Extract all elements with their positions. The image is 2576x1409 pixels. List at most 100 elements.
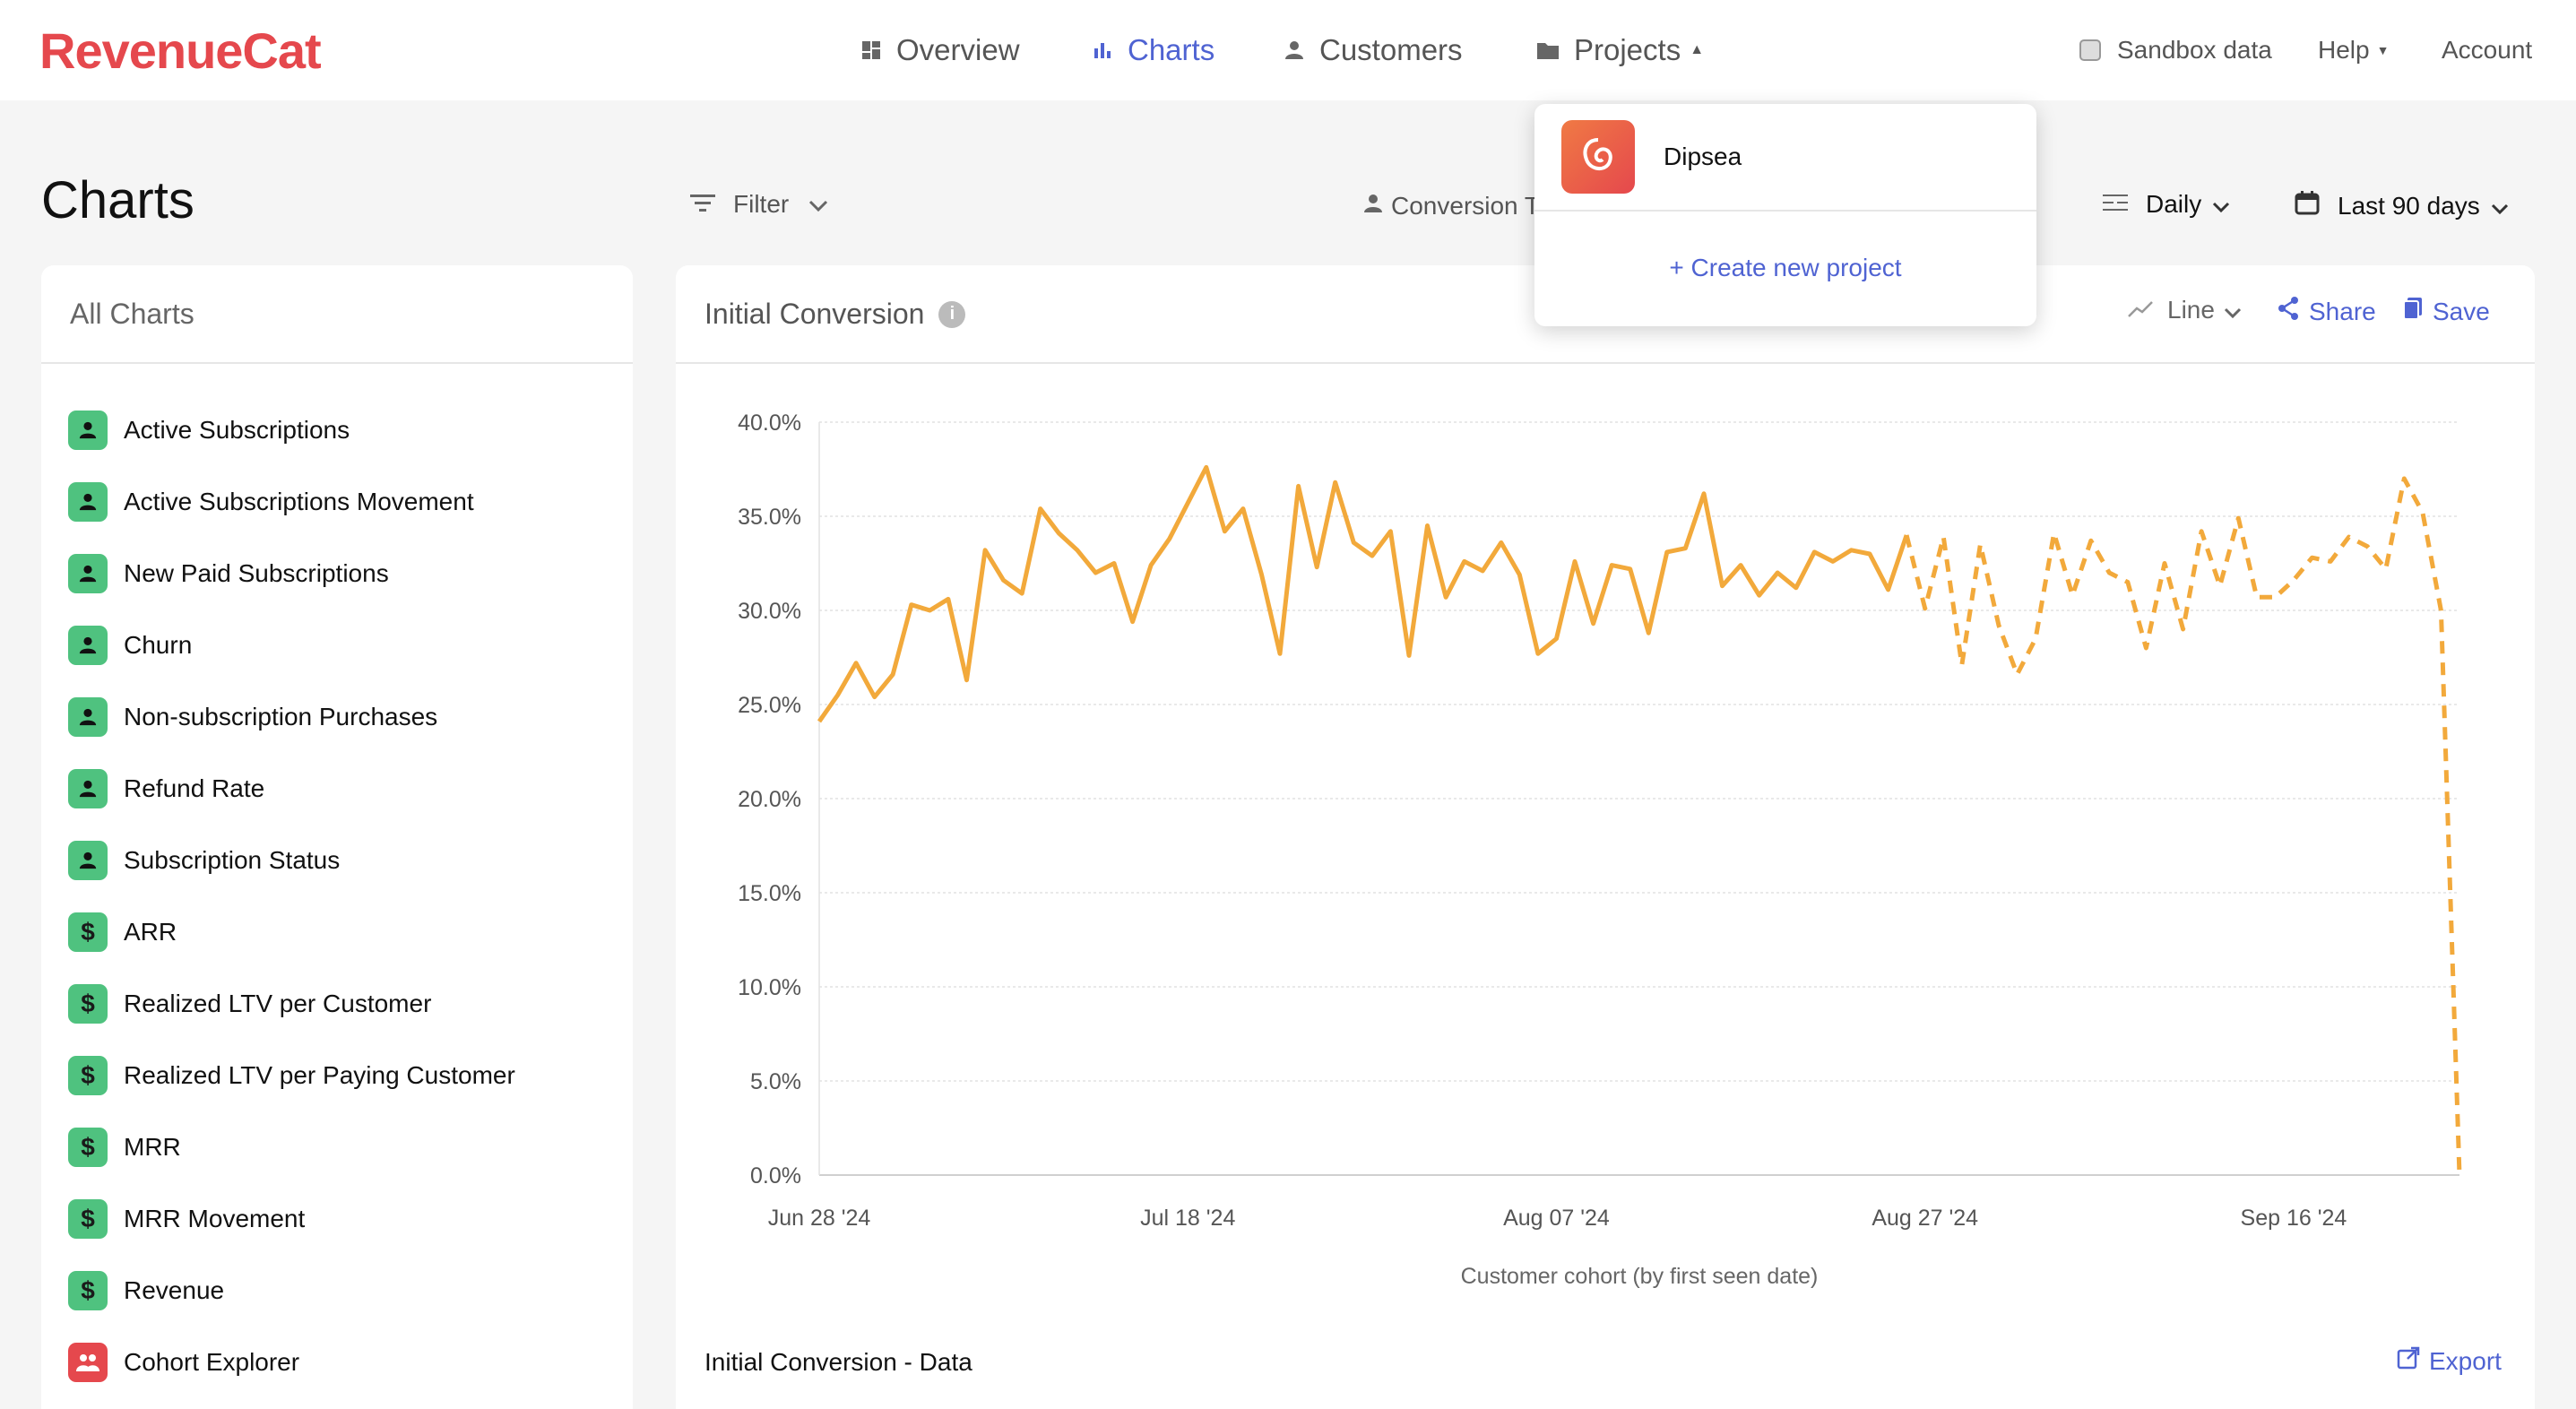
sidebar-item-label: Revenue: [124, 1276, 225, 1304]
share-label: Share: [2309, 297, 2376, 325]
export-button[interactable]: Export: [2397, 1346, 2502, 1376]
save-icon: [2402, 296, 2424, 327]
calendar-icon: [2295, 190, 2320, 221]
project-name: Dipsea: [1664, 143, 1742, 170]
person-icon: [68, 554, 108, 593]
person-icon: [1284, 39, 1305, 61]
help-menu[interactable]: Help ▼: [2318, 0, 2389, 100]
x-tick-label: Aug 27 '24: [1871, 1206, 1978, 1231]
x-axis-label: Customer cohort (by first seen date): [1461, 1264, 1819, 1289]
sidebar-item-label: MRR Movement: [124, 1205, 306, 1232]
person-icon: [68, 841, 108, 880]
person-icon: [68, 769, 108, 808]
nav-overview-label: Overview: [896, 33, 1020, 66]
nav-projects-label: Projects: [1574, 33, 1681, 66]
dollar-icon: $: [68, 912, 108, 952]
account-label: Account: [2442, 36, 2533, 64]
y-tick-label: 0.0%: [750, 1163, 801, 1189]
sidebar-item-subscription-status[interactable]: Subscription Status: [68, 841, 340, 880]
share-button[interactable]: Share: [2277, 296, 2376, 327]
dollar-icon: $: [68, 1199, 108, 1239]
chevron-down-icon: ▼: [2376, 43, 2390, 57]
share-icon: [2277, 296, 2300, 327]
date-range-select[interactable]: Last 90 days: [2295, 190, 2509, 221]
sandbox-checkbox[interactable]: [2079, 39, 2101, 61]
chart-type-select[interactable]: Line: [2128, 296, 2242, 324]
dollar-icon: $: [68, 1271, 108, 1310]
sandbox-toggle[interactable]: Sandbox data: [2079, 0, 2272, 100]
sidebar-item-revenue[interactable]: $ Revenue: [68, 1271, 224, 1310]
conversion-timeframe-button[interactable]: Conversion T: [1362, 192, 1540, 220]
sidebar-item-refund-rate[interactable]: Refund Rate: [68, 769, 264, 808]
y-tick-label: 20.0%: [738, 787, 801, 812]
x-tick-label: Sep 16 '24: [2241, 1206, 2347, 1231]
sidebar-item-label: Realized LTV per Paying Customer: [124, 1061, 515, 1089]
chart-type-label: Line: [2167, 296, 2215, 324]
sidebar-item-churn[interactable]: Churn: [68, 626, 192, 665]
dollar-icon: $: [68, 1128, 108, 1167]
sidebar-item-label: Refund Rate: [124, 774, 265, 802]
nav-customers[interactable]: Customers: [1284, 0, 1463, 100]
chart-card: Initial Conversion i Line Share Save 0.0…: [676, 265, 2535, 1409]
chart-title: Initial Conversion i: [705, 298, 966, 331]
caret-up-icon: ▲: [1690, 42, 1705, 57]
line-chart-icon: [2128, 296, 2153, 324]
chart-header: Initial Conversion i Line Share Save: [676, 265, 2535, 364]
sidebar-item-arr[interactable]: $ ARR: [68, 912, 177, 952]
external-link-icon: [2397, 1346, 2420, 1376]
person-icon: [68, 482, 108, 522]
filter-label: Filter: [733, 190, 790, 218]
export-label: Export: [2429, 1346, 2502, 1375]
sidebar-item-realized-ltv-per-customer[interactable]: $ Realized LTV per Customer: [68, 984, 431, 1024]
top-navbar: RevenueCat Overview Charts Customers Pro…: [0, 0, 2576, 100]
account-menu[interactable]: Account: [2442, 0, 2532, 100]
date-range-label: Last 90 days: [2338, 191, 2480, 220]
revenuecat-logo[interactable]: RevenueCat: [39, 22, 322, 79]
person-icon: [68, 411, 108, 450]
y-tick-label: 15.0%: [738, 881, 801, 906]
sidebar-item-realized-ltv-per-paying-customer[interactable]: $ Realized LTV per Paying Customer: [68, 1056, 515, 1095]
nav-charts-label: Charts: [1128, 33, 1215, 66]
bar-chart-icon: [1092, 39, 1113, 61]
all-charts-heading: All Charts: [41, 265, 633, 364]
sidebar-item-active-subscriptions-movement[interactable]: Active Subscriptions Movement: [68, 482, 474, 522]
grid-icon: [860, 39, 882, 61]
person-icon: [68, 626, 108, 665]
chart-list-panel: All Charts Active Subscriptions Active Su…: [41, 265, 633, 1409]
y-tick-label: 30.0%: [738, 599, 801, 624]
sidebar-item-label: Churn: [124, 631, 193, 659]
project-item-dipsea[interactable]: Dipsea: [1534, 104, 2036, 212]
y-tick-label: 5.0%: [750, 1069, 801, 1094]
person-icon: [1362, 192, 1384, 220]
filter-button[interactable]: Filter: [690, 190, 828, 219]
sidebar-item-mrr-movement[interactable]: $ MRR Movement: [68, 1199, 305, 1239]
resolution-label: Daily: [2146, 190, 2202, 218]
nav-charts[interactable]: Charts: [1092, 0, 1215, 100]
dollar-icon: $: [68, 1056, 108, 1095]
sidebar-item-new-paid-subscriptions[interactable]: New Paid Subscriptions: [68, 554, 389, 593]
series-line-incomplete: [1904, 476, 2462, 1176]
sidebar-item-label: Cohort Explorer: [124, 1348, 300, 1376]
filter-icon: [690, 190, 715, 219]
data-section-title: Initial Conversion - Data: [705, 1348, 972, 1376]
x-tick-label: Aug 07 '24: [1503, 1206, 1610, 1231]
x-tick-label: Jun 28 '24: [768, 1206, 871, 1231]
nav-overview[interactable]: Overview: [860, 0, 1020, 100]
create-project-button[interactable]: + Create new project: [1669, 254, 1902, 281]
save-button[interactable]: Save: [2402, 296, 2490, 327]
info-icon[interactable]: i: [938, 300, 966, 328]
sidebar-item-mrr[interactable]: $ MRR: [68, 1128, 181, 1167]
series-line-solid: [817, 464, 1909, 723]
sidebar-item-active-subscriptions[interactable]: Active Subscriptions: [68, 411, 350, 450]
line-chart: 0.0% 5.0% 10.0% 15.0% 20.0% 25.0% 30.0% 35.0% 40…: [738, 411, 2462, 1289]
sidebar-item-label: Active Subscriptions Movement: [124, 488, 474, 515]
projects-dropdown: Dipsea + Create new project: [1534, 104, 2036, 326]
person-icon: [68, 697, 108, 737]
resolution-select[interactable]: Daily: [2103, 190, 2230, 219]
chevron-down-icon: [2491, 192, 2509, 220]
x-tick-label: Jul 18 '24: [1140, 1206, 1235, 1231]
nav-projects[interactable]: Projects ▲: [1536, 0, 1704, 100]
chart-title-label: Initial Conversion: [705, 298, 925, 330]
sidebar-item-non-subscription-purchases[interactable]: Non-subscription Purchases: [68, 697, 437, 737]
sidebar-item-cohort-explorer[interactable]: Cohort Explorer: [68, 1343, 299, 1382]
